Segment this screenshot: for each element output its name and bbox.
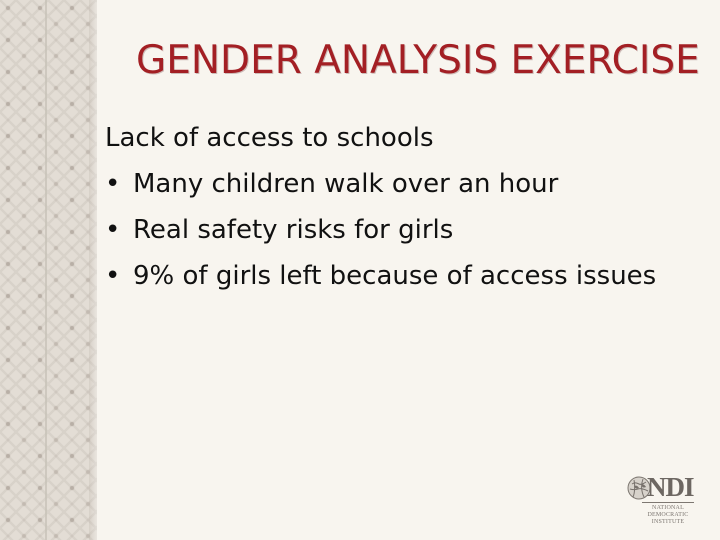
bullet-list: • Many children walk over an hour • Real… (105, 161, 715, 299)
logo-divider (642, 502, 694, 503)
logo-subtitle-line: INSTITUTE (651, 519, 685, 525)
logo-subtitle-line: DEMOCRATIC (647, 512, 689, 518)
bullet-text: 9% of girls left because of access issue… (133, 261, 657, 291)
bullet-item: • Many children walk over an hour (105, 161, 715, 207)
bullet-mark: • (105, 169, 121, 199)
logo-subtitle: NATIONAL DEMOCRATIC INSTITUTE (640, 505, 696, 526)
slide-title: GENDER ANALYSIS EXERCISE (136, 38, 700, 83)
bullet-text: Real safety risks for girls (133, 215, 454, 245)
lead-text: Lack of access to schools (105, 123, 434, 153)
bullet-mark: • (105, 215, 121, 245)
ndi-logo: NDI NATIONAL DEMOCRATIC INSTITUTE (622, 472, 700, 528)
bullet-item: • 9% of girls left because of access iss… (105, 253, 715, 299)
bullet-text: Many children walk over an hour (133, 169, 559, 199)
globe-icon (627, 476, 651, 500)
bullet-mark: • (105, 261, 121, 291)
logo-wordmark: NDI (647, 472, 695, 502)
bullet-item: • Real safety risks for girls (105, 207, 715, 253)
logo-subtitle-line: NATIONAL (652, 505, 684, 511)
decorative-side-band (0, 0, 97, 540)
